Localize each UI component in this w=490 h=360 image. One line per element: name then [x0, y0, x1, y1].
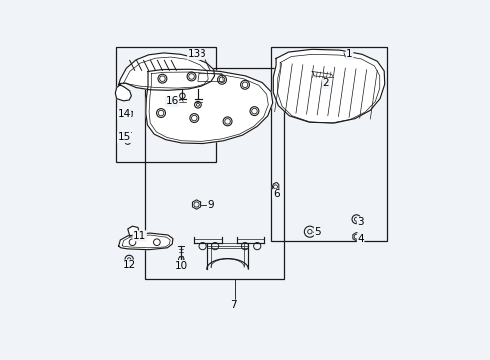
Bar: [116, 48, 217, 162]
Text: 11: 11: [133, 231, 147, 241]
Text: 7: 7: [230, 300, 236, 310]
Text: 12: 12: [123, 260, 136, 270]
Text: 10: 10: [175, 261, 188, 270]
Text: 2: 2: [322, 78, 329, 89]
Text: 15: 15: [118, 132, 131, 143]
Text: 13: 13: [188, 49, 201, 59]
Text: 8: 8: [198, 49, 204, 59]
Text: 9: 9: [208, 199, 214, 210]
Polygon shape: [119, 53, 215, 90]
Text: 5: 5: [315, 227, 321, 237]
Text: 1: 1: [346, 49, 353, 59]
Text: 3: 3: [357, 217, 364, 227]
Text: 6: 6: [273, 189, 279, 199]
Polygon shape: [273, 49, 385, 123]
Bar: [270, 48, 387, 242]
Text: 14: 14: [118, 109, 131, 119]
Polygon shape: [115, 85, 131, 101]
Bar: [145, 68, 284, 279]
Text: 16: 16: [166, 96, 179, 107]
Polygon shape: [146, 69, 273, 144]
Text: 4: 4: [357, 234, 364, 244]
Polygon shape: [312, 72, 334, 78]
Polygon shape: [119, 233, 173, 250]
Polygon shape: [128, 226, 139, 236]
Polygon shape: [272, 183, 279, 191]
